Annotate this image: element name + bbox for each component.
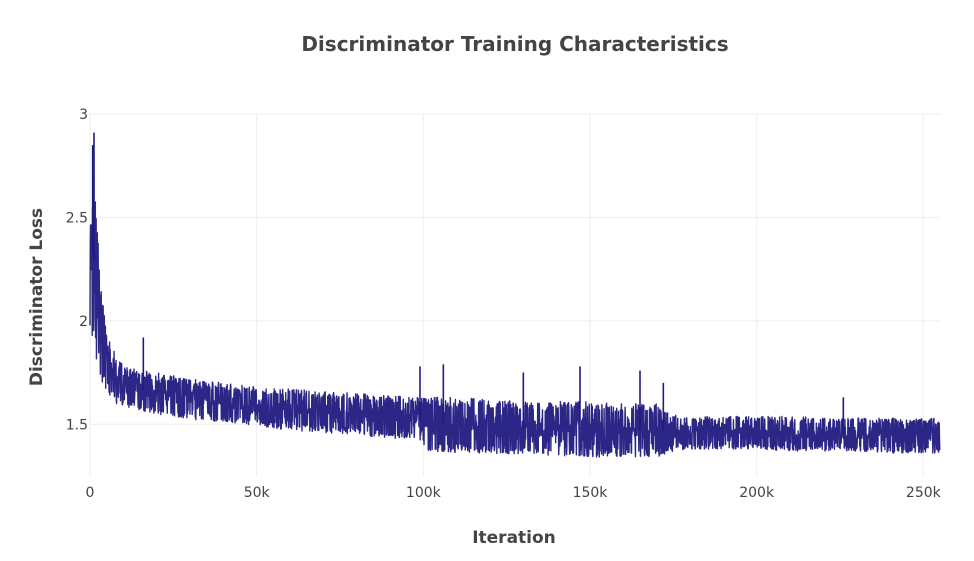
series-line	[89, 174, 941, 458]
y-tick-label: 2.5	[66, 210, 88, 226]
plot-area	[89, 132, 941, 458]
x-tick-label: 200k	[739, 485, 775, 501]
x-tick-label: 250k	[906, 485, 942, 501]
x-tick-label: 50k	[244, 485, 271, 501]
x-tick-label: 0	[86, 485, 95, 501]
y-axis: 1.5 2 2.5 3	[66, 107, 88, 433]
x-tick-label: 150k	[573, 485, 609, 501]
x-axis: 0 50k 100k 150k 200k 250k	[86, 485, 942, 501]
y-tick-label: 2	[79, 314, 88, 330]
y-tick-label: 1.5	[66, 417, 88, 433]
chart-title: Discriminator Training Characteristics	[301, 32, 728, 56]
y-axis-title: Discriminator Loss	[27, 208, 47, 386]
y-tick-label: 3	[79, 107, 88, 123]
x-axis-title: Iteration	[472, 528, 556, 548]
x-tick-label: 100k	[406, 485, 442, 501]
